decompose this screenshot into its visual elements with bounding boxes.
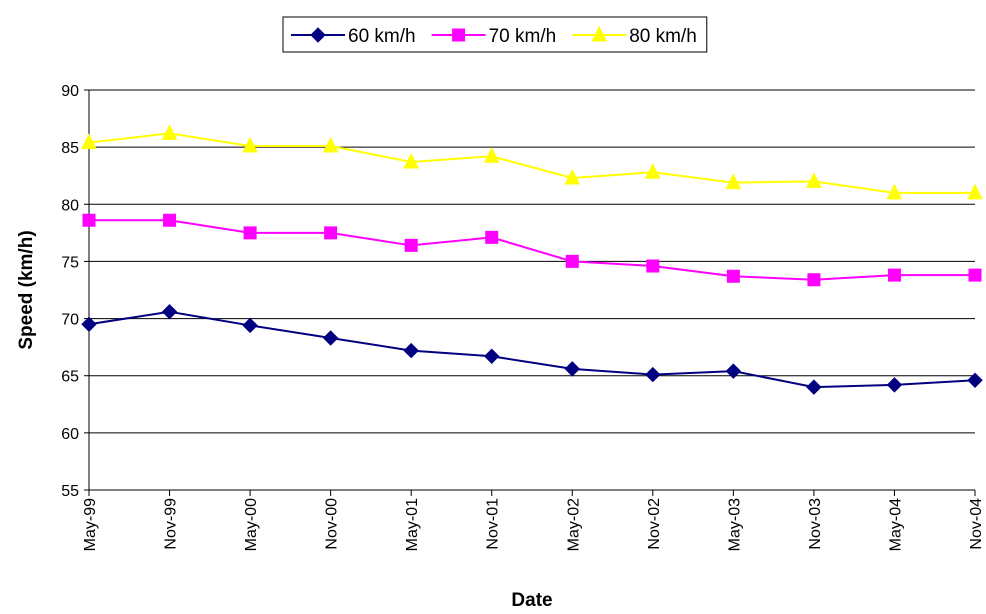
marker [564, 361, 580, 377]
marker [404, 238, 418, 252]
series-line [88, 310, 976, 389]
x-tick-label: May-04 [887, 498, 904, 551]
legend-label: 60 km/h [348, 26, 416, 47]
x-tick-label: Nov-04 [968, 498, 985, 550]
y-tick-label: 85 [61, 140, 79, 157]
marker [646, 259, 660, 273]
marker [242, 317, 258, 334]
marker [806, 172, 822, 188]
marker [161, 124, 178, 140]
marker [565, 254, 579, 268]
legend-label: 70 km/h [489, 26, 557, 47]
marker [322, 136, 339, 153]
series-line [88, 132, 975, 194]
marker [645, 163, 661, 179]
marker [725, 173, 742, 190]
y-axis-title: Speed (km/h) [16, 230, 37, 349]
marker [242, 136, 258, 153]
marker [82, 213, 96, 227]
marker [886, 183, 903, 200]
marker [163, 213, 177, 227]
marker [324, 226, 338, 240]
x-tick-label: May-01 [404, 498, 421, 551]
marker [968, 268, 982, 282]
x-tick-label: Nov-01 [485, 498, 502, 550]
x-tick-label: Nov-02 [646, 498, 663, 550]
marker [645, 366, 661, 383]
marker [403, 152, 419, 169]
y-tick-label: 55 [61, 483, 79, 500]
marker [806, 379, 822, 395]
marker [161, 304, 178, 320]
marker [452, 28, 466, 42]
legend-box [282, 16, 708, 53]
marker [81, 133, 97, 150]
x-tick-label: Nov-99 [163, 498, 180, 550]
x-tick-label: Nov-00 [324, 498, 341, 550]
marker [403, 342, 419, 359]
marker [81, 316, 97, 332]
x-tick-label: May-00 [243, 498, 260, 551]
series-line [89, 219, 975, 281]
marker [310, 27, 326, 43]
marker [886, 377, 903, 393]
y-tick-label: 90 [61, 83, 79, 100]
marker [564, 168, 581, 185]
x-tick-label: May-03 [726, 498, 743, 551]
marker [726, 269, 740, 283]
x-tick-label: May-99 [82, 498, 99, 551]
marker [484, 348, 500, 364]
y-tick-label: 80 [61, 197, 79, 214]
y-tick-label: 70 [61, 312, 79, 329]
marker [322, 330, 339, 346]
x-axis-title: Date [511, 590, 552, 611]
marker [483, 147, 500, 163]
x-tick-label: Nov-03 [807, 498, 824, 550]
marker [887, 268, 901, 282]
legend-label: 80 km/h [629, 26, 697, 47]
marker [967, 183, 983, 200]
marker [807, 273, 821, 287]
marker [591, 25, 607, 42]
y-tick-label: 65 [61, 369, 79, 386]
marker [725, 363, 742, 379]
y-tick-label: 60 [61, 426, 79, 443]
marker [967, 372, 983, 388]
marker [243, 226, 257, 240]
legend: 60 km/h 70 km/h 80 km/h [282, 16, 708, 53]
marker [485, 230, 499, 244]
y-tick-label: 75 [61, 254, 79, 271]
x-tick-label: May-02 [565, 498, 582, 551]
